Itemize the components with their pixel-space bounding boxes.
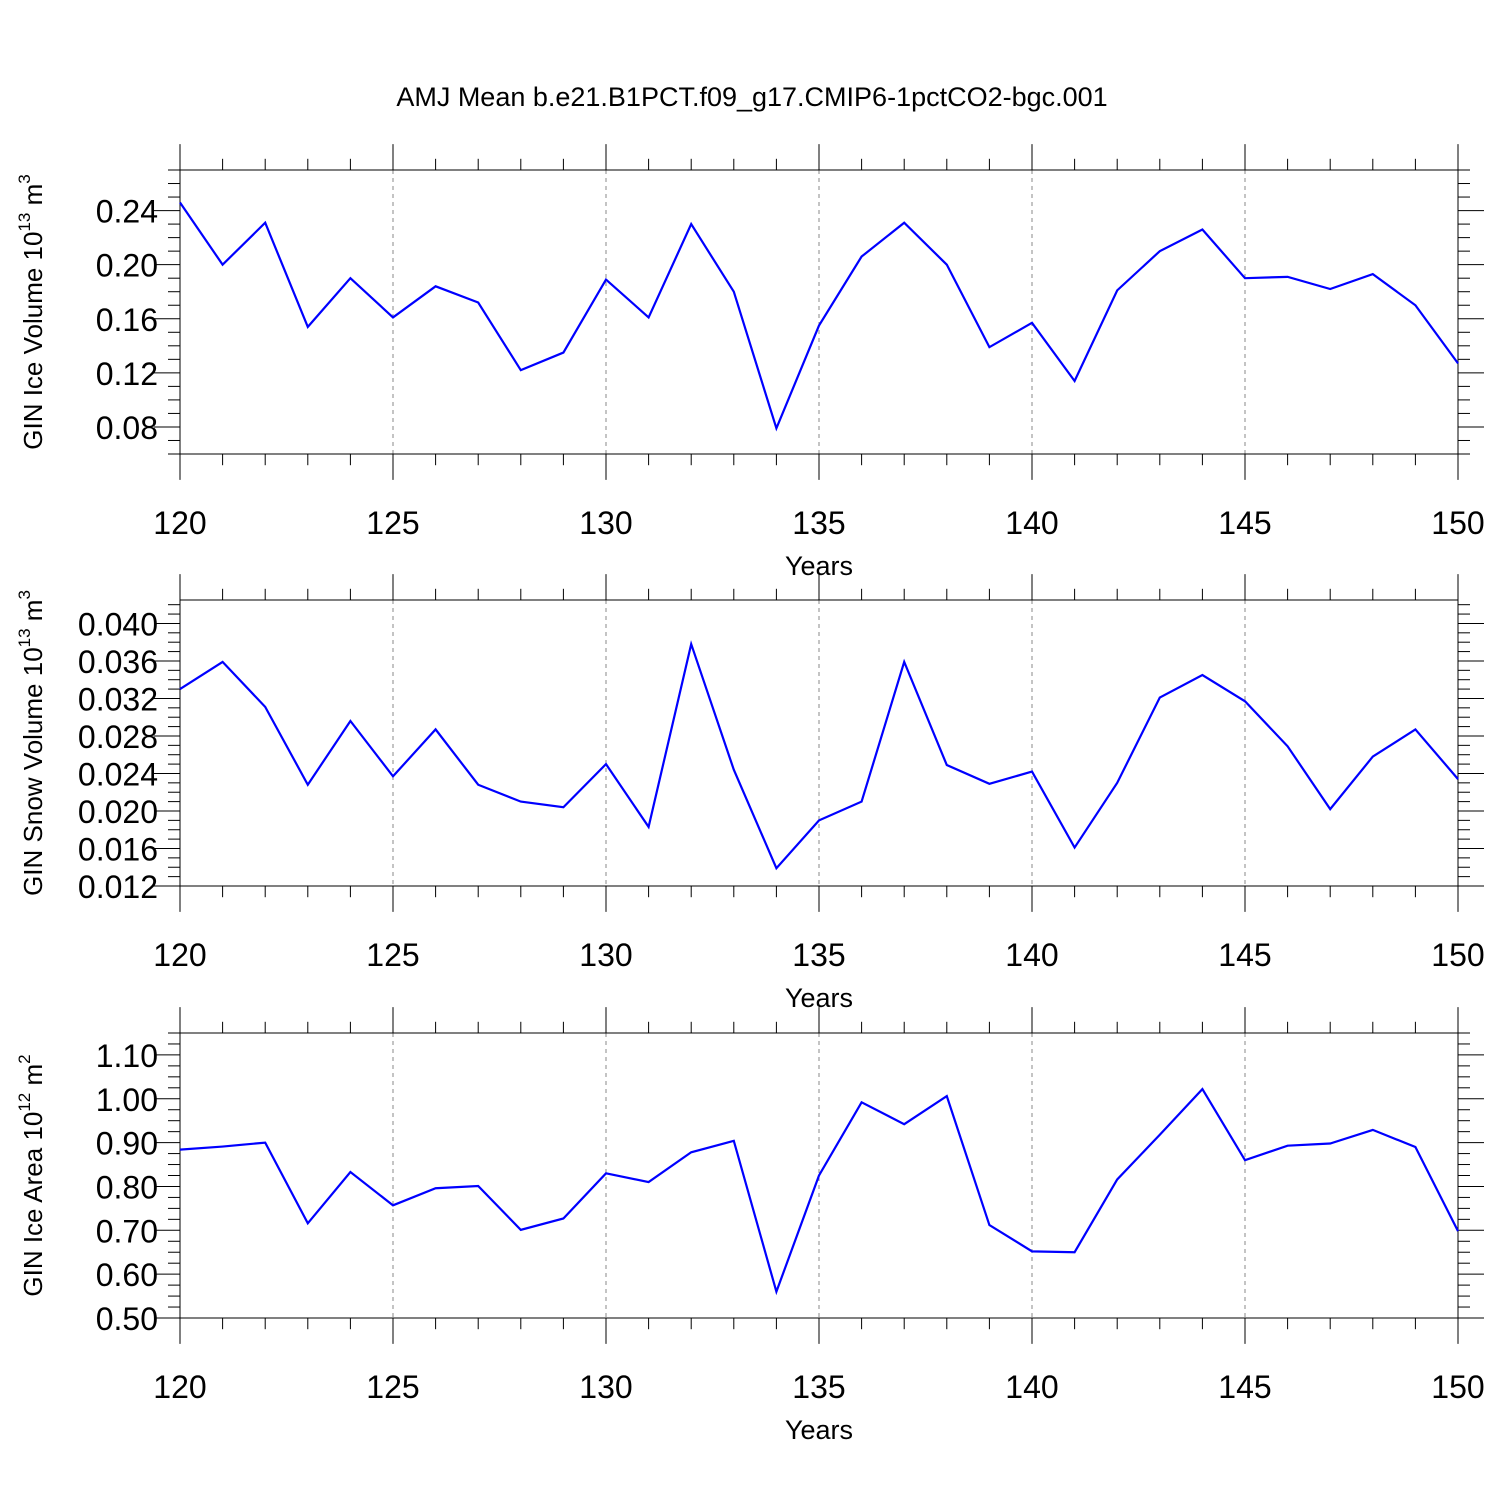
x-tick-label: 140 [1005, 937, 1058, 973]
panel-ice-area: 120 125 130 135 140 145 150 Years 0.50 0.60 0.70 0.… [15, 1007, 1485, 1445]
x-tick-label: 135 [792, 937, 845, 973]
series-line [179, 1087, 1459, 1296]
x-tick-label: 145 [1218, 505, 1271, 541]
y-tick-label: 0.08 [96, 410, 158, 446]
y-tick-label: 0.028 [78, 719, 158, 755]
x-tick-label: 150 [1431, 505, 1484, 541]
y-tick-label: 0.12 [96, 356, 158, 392]
y-tick-label: 0.020 [78, 794, 158, 830]
y-axis-label-part: GIN Snow Volume 10 [18, 647, 48, 896]
y-tick-label: 0.16 [96, 302, 158, 338]
x-tick-label: 140 [1005, 505, 1058, 541]
y-tick-label: 0.016 [78, 831, 158, 867]
series-line [179, 201, 1459, 432]
y-axis-label: GIN Ice Volume 1013 m3 [15, 174, 48, 450]
y-tick-label: 1.00 [96, 1082, 158, 1118]
y-tick-label: 0.50 [96, 1301, 158, 1337]
x-axis-label: Years [785, 1415, 853, 1445]
x-tick-label: 150 [1431, 937, 1484, 973]
y-axis-label-part: 13 [15, 628, 34, 647]
x-tick-label: 140 [1005, 1369, 1058, 1405]
y-tick-label: 0.032 [78, 681, 158, 717]
y-tick-label: 0.040 [78, 606, 158, 642]
y-tick-label: 0.012 [78, 869, 158, 905]
y-axis-label-part: 2 [15, 1054, 34, 1063]
y-axis-label-part: 13 [15, 213, 34, 232]
y-tick-label: 0.24 [96, 194, 158, 230]
x-tick-label: 135 [792, 1369, 845, 1405]
x-tick-label: 135 [792, 505, 845, 541]
panel-snow-volume: 120 125 130 135 140 145 150Years0.0120.0160.02… [15, 574, 1485, 1013]
y-tick-label: 0.70 [96, 1213, 158, 1249]
x-tick-label: 120 [153, 505, 206, 541]
x-tick-label: 145 [1218, 1369, 1271, 1405]
x-tick-label: 125 [366, 937, 419, 973]
x-tick-label: 130 [579, 505, 632, 541]
y-axis-label-part: 3 [15, 174, 34, 183]
y-axis-label-part: m [18, 600, 48, 629]
y-axis-label-part: m [18, 184, 48, 213]
figure-title: AMJ Mean b.e21.B1PCT.f09_g17.CMIP6-1pctC… [396, 82, 1107, 112]
x-tick-label: 120 [153, 1369, 206, 1405]
y-axis-label-part: 12 [15, 1093, 34, 1112]
y-tick-label: 0.036 [78, 644, 158, 680]
y-tick-label: 0.90 [96, 1126, 158, 1162]
y-tick-label: 0.024 [78, 756, 158, 792]
y-tick-label: 0.80 [96, 1169, 158, 1205]
y-tick-label: 1.10 [96, 1038, 158, 1074]
x-tick-label: 130 [579, 937, 632, 973]
x-tick-label: 125 [366, 505, 419, 541]
x-tick-label: 120 [153, 937, 206, 973]
x-tick-label: 130 [579, 1369, 632, 1405]
y-axis-label-part: m [18, 1064, 48, 1093]
y-axis-label: GIN Ice Area 1012 m2 [15, 1054, 48, 1296]
y-tick-label: 0.20 [96, 248, 158, 284]
x-tick-label: 125 [366, 1369, 419, 1405]
x-tick-label: 145 [1218, 937, 1271, 973]
y-axis-label-part: 3 [15, 590, 34, 599]
y-tick-label: 0.60 [96, 1257, 158, 1293]
y-axis-label-part: GIN Ice Volume 10 [18, 232, 48, 450]
x-tick-label: 150 [1431, 1369, 1484, 1405]
y-axis-label: GIN Snow Volume 1013 m3 [15, 590, 48, 896]
y-axis-label-part: GIN Ice Area 10 [18, 1112, 48, 1297]
panel-ice-volume: 120 125 130 135 140 145 150Years0.080.120.160.… [15, 144, 1485, 581]
series-line [179, 640, 1459, 871]
